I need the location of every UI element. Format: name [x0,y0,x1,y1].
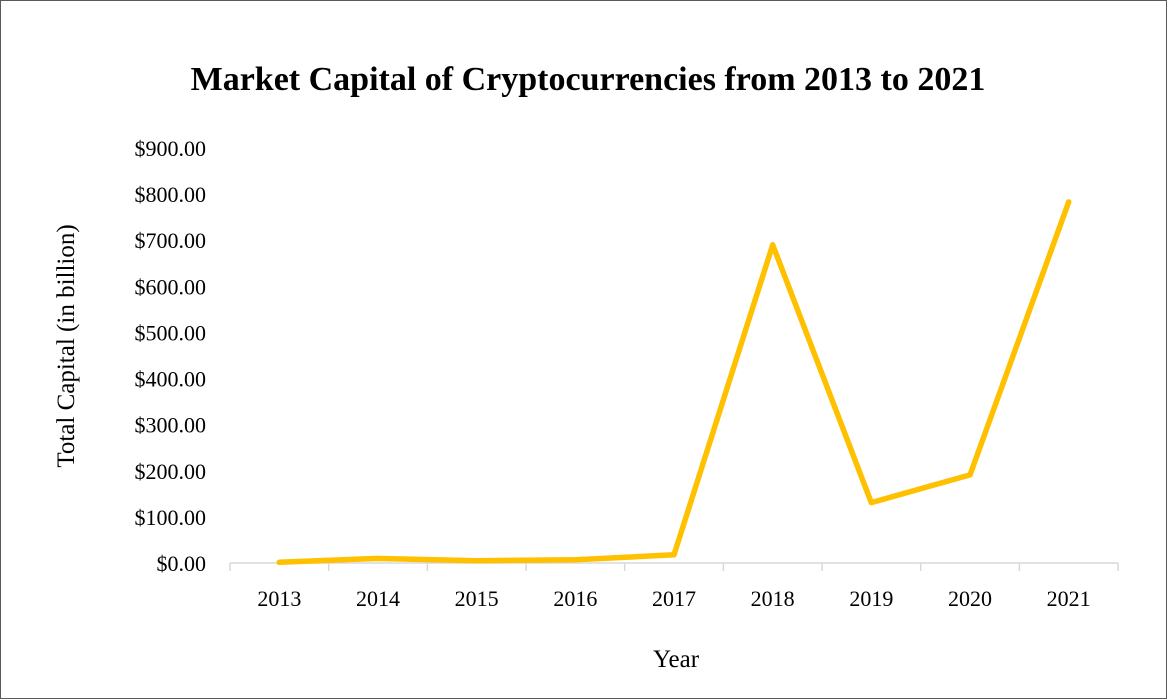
x-tick-label: 2018 [751,586,795,611]
x-tick-label: 2021 [1047,586,1091,611]
y-tick-label: $400.00 [135,367,207,392]
x-tick-label: 2015 [455,586,499,611]
data-point [770,242,776,248]
series-group [276,199,1072,566]
x-tick-label: 2016 [553,586,597,611]
y-tick-label: $100.00 [135,505,207,530]
x-tick-label: 2014 [356,586,400,611]
y-tick-label: $800.00 [135,182,207,207]
y-tick-label: $900.00 [135,136,207,161]
x-axis-title: Year [653,646,700,673]
data-point [1066,199,1072,205]
data-point [375,555,381,561]
y-tick-label: $600.00 [135,274,207,299]
chart-title: Market Capital of Cryptocurrencies from … [191,61,986,98]
y-tick-label: $300.00 [135,413,207,438]
x-tick-label: 2020 [948,586,992,611]
x-tick-label: 2017 [652,586,696,611]
y-tick-label: $500.00 [135,320,207,345]
data-point [967,472,973,478]
x-tick-label: 2013 [257,586,301,611]
y-tick-label: $700.00 [135,228,207,253]
y-axis-ticks: $0.00 $100.00 $200.00 $300.00 $400.00 $500.00… [135,136,207,576]
data-point [276,559,282,565]
x-tick-label: 2019 [849,586,893,611]
x-axis: 2013 2014 2015 2016 2017 2018 2019 2020 2021 [229,562,1119,611]
data-point [474,558,480,564]
data-point [671,552,677,558]
y-tick-label: $200.00 [135,459,207,484]
data-point [572,557,578,563]
series-line [276,199,1072,566]
y-tick-label: $0.00 [157,551,207,576]
y-axis-title: Total Capital (in billion) [53,224,80,467]
data-point [868,500,874,506]
